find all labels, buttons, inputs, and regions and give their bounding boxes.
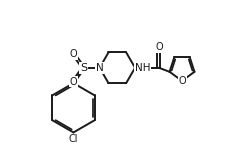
Text: Cl: Cl <box>69 134 78 144</box>
Text: NH: NH <box>135 63 150 73</box>
Text: O: O <box>155 42 163 52</box>
Text: N: N <box>96 63 103 73</box>
Text: O: O <box>179 76 186 86</box>
Text: O: O <box>70 49 77 59</box>
Text: S: S <box>80 63 87 73</box>
Text: O: O <box>70 77 77 87</box>
